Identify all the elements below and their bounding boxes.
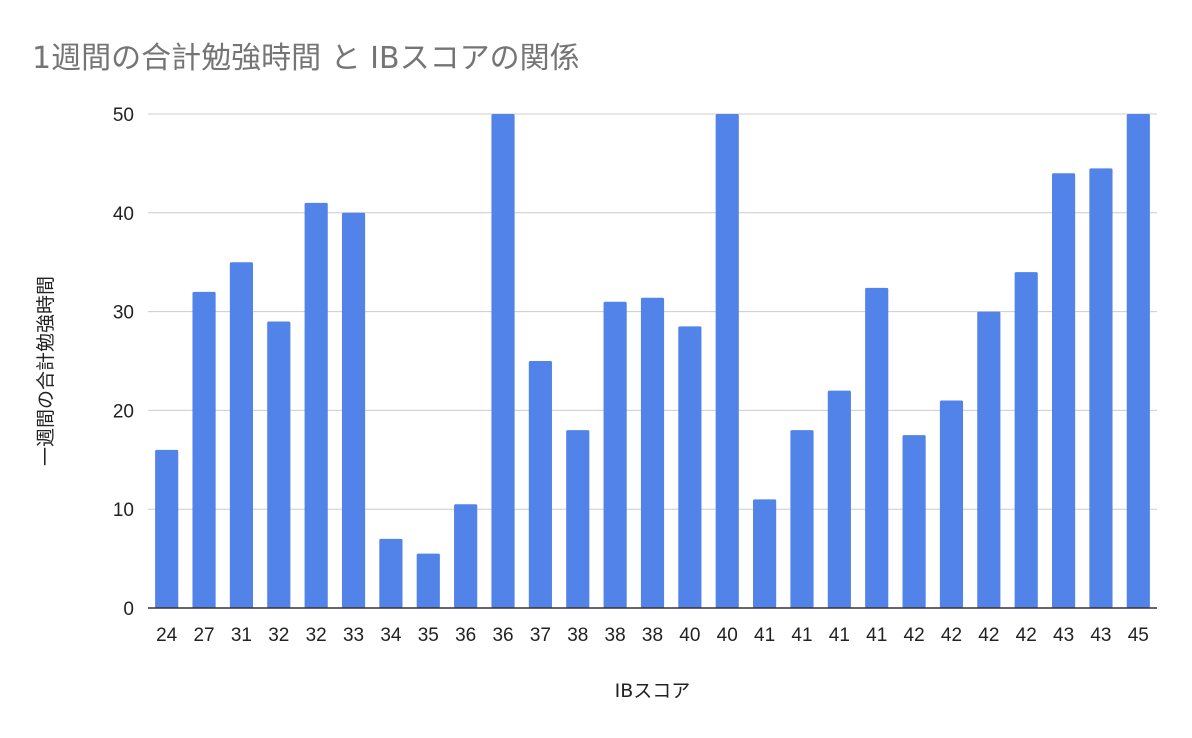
x-tick-label: 42 <box>941 625 962 646</box>
x-tick-label: 31 <box>231 625 252 646</box>
x-axis-title: IBスコア <box>615 680 691 702</box>
y-tick-label: 30 <box>113 303 134 324</box>
x-tick-label: 45 <box>1128 625 1149 646</box>
x-tick-label: 42 <box>978 625 999 646</box>
x-axis-ticks: 24 27 31 32 32 33 34 35 36 36 37 38 38 38 40 40 41 41 41 41… <box>156 625 1149 646</box>
x-tick-label: 38 <box>642 625 663 646</box>
y-tick-label: 10 <box>113 500 134 521</box>
y-tick-label: 0 <box>123 599 134 620</box>
bar-22 <box>939 400 964 608</box>
x-tick-label: 38 <box>605 625 626 646</box>
x-tick-label: 41 <box>829 625 850 646</box>
bar-27 <box>1126 114 1150 608</box>
x-tick-label: 34 <box>380 625 402 646</box>
bar-15 <box>678 326 702 608</box>
bar-4 <box>267 321 291 608</box>
bar-5 <box>304 202 328 609</box>
x-tick-label: 40 <box>717 625 738 646</box>
x-tick-label: 40 <box>679 625 700 646</box>
bar-16 <box>715 114 739 608</box>
bar-14 <box>640 297 665 608</box>
chart-title: 1週間の合計勉強時間 と IBスコアの関係 <box>32 41 580 76</box>
bar-11 <box>528 361 552 608</box>
bar-17 <box>753 499 777 608</box>
x-tick-label: 27 <box>193 625 214 646</box>
x-tick-label: 24 <box>156 625 178 646</box>
bar-2 <box>192 291 216 608</box>
y-tick-label: 40 <box>113 204 134 225</box>
bar-8 <box>416 553 440 608</box>
x-tick-label: 33 <box>343 625 364 646</box>
bar-7 <box>379 538 403 608</box>
bar-24 <box>1014 272 1038 608</box>
x-tick-label: 32 <box>306 625 327 646</box>
x-tick-label: 43 <box>1053 625 1074 646</box>
y-axis-ticks: 0 10 20 30 40 50 <box>113 105 134 620</box>
bar-10 <box>491 114 515 608</box>
bar-9 <box>454 504 478 608</box>
x-tick-label: 32 <box>268 625 289 646</box>
bar-18 <box>790 430 814 608</box>
bar-26 <box>1089 168 1113 608</box>
bar-25 <box>1051 173 1076 608</box>
x-tick-label: 42 <box>1016 625 1037 646</box>
bar-1 <box>155 449 179 608</box>
y-tick-label: 50 <box>113 105 134 126</box>
x-tick-label: 42 <box>904 625 925 646</box>
bar-20 <box>865 287 889 608</box>
x-tick-label: 36 <box>455 625 476 646</box>
bar-19 <box>827 390 851 608</box>
x-tick-label: 35 <box>418 625 439 646</box>
x-tick-label: 36 <box>492 625 513 646</box>
x-tick-label: 41 <box>754 625 775 646</box>
y-axis-title: 一週間の合計勉強時間 <box>35 276 57 466</box>
bar-21 <box>902 435 926 608</box>
x-tick-label: 41 <box>791 625 812 646</box>
x-tick-label: 38 <box>567 625 588 646</box>
bar-6 <box>341 212 366 609</box>
bar-23 <box>977 311 1001 608</box>
bar-3 <box>229 262 254 608</box>
y-tick-label: 20 <box>113 401 134 422</box>
bar-13 <box>603 301 627 608</box>
bar-12 <box>566 430 590 608</box>
x-tick-label: 43 <box>1090 625 1111 646</box>
x-tick-label: 37 <box>530 625 551 646</box>
bars <box>155 114 1150 609</box>
x-tick-label: 41 <box>866 625 887 646</box>
